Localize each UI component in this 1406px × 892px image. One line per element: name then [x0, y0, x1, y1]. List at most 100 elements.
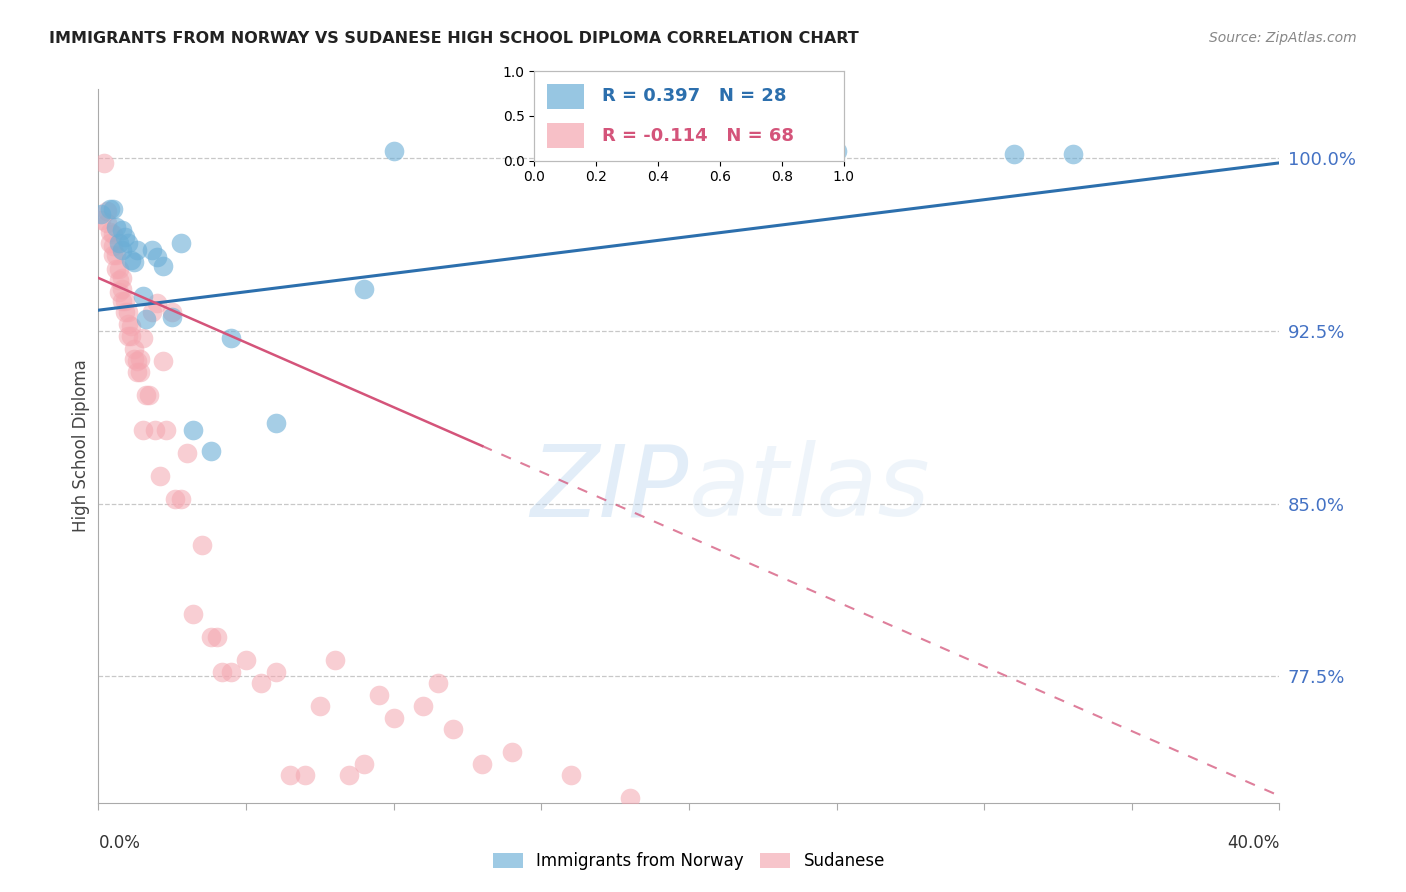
- Point: [132, 423, 155, 437]
- Point: [90, 213, 112, 227]
- Point: [146, 296, 169, 310]
- Point: [294, 768, 316, 782]
- Point: [128, 351, 150, 366]
- Text: R = -0.114   N = 68: R = -0.114 N = 68: [602, 127, 794, 145]
- Point: [108, 285, 131, 299]
- Point: [170, 491, 193, 506]
- Point: [105, 261, 128, 276]
- Point: [264, 416, 287, 430]
- Point: [339, 768, 360, 782]
- Point: [111, 271, 134, 285]
- Point: [108, 273, 131, 287]
- Point: [138, 388, 160, 402]
- Point: [111, 222, 134, 236]
- Point: [103, 202, 125, 216]
- Text: 0.0%: 0.0%: [98, 834, 141, 852]
- Point: [141, 305, 163, 319]
- Point: [114, 293, 136, 308]
- Point: [250, 676, 273, 690]
- Point: [143, 423, 166, 437]
- Point: [96, 204, 118, 219]
- Point: [427, 676, 450, 690]
- Point: [122, 255, 145, 269]
- Point: [125, 244, 148, 258]
- Point: [122, 343, 145, 357]
- Point: [162, 310, 183, 324]
- Point: [122, 351, 145, 366]
- Point: [152, 260, 174, 274]
- Point: [278, 768, 302, 782]
- Text: 40.0%: 40.0%: [1227, 834, 1279, 852]
- Point: [120, 252, 142, 267]
- Point: [114, 305, 136, 319]
- Point: [191, 538, 214, 552]
- Point: [353, 283, 375, 297]
- Legend: Immigrants from Norway, Sudanese: Immigrants from Norway, Sudanese: [486, 846, 891, 877]
- Point: [825, 145, 848, 159]
- Point: [117, 317, 139, 331]
- Point: [117, 305, 139, 319]
- Point: [149, 469, 172, 483]
- Point: [128, 365, 150, 379]
- Point: [1002, 146, 1025, 161]
- Point: [368, 688, 391, 702]
- Point: [309, 699, 332, 714]
- Text: R = 0.397   N = 28: R = 0.397 N = 28: [602, 87, 787, 105]
- Point: [471, 756, 494, 771]
- Point: [353, 756, 375, 771]
- Point: [98, 202, 121, 216]
- Point: [96, 216, 118, 230]
- Point: [111, 283, 134, 297]
- Point: [170, 236, 193, 251]
- Point: [382, 711, 405, 725]
- Point: [162, 305, 183, 319]
- Point: [93, 156, 115, 170]
- Point: [264, 665, 287, 679]
- Point: [103, 248, 125, 262]
- Point: [219, 331, 242, 345]
- Point: [135, 388, 157, 402]
- Point: [117, 328, 139, 343]
- Point: [117, 236, 139, 251]
- Point: [181, 423, 204, 437]
- Point: [125, 354, 148, 368]
- Point: [205, 630, 228, 644]
- Point: [98, 236, 121, 251]
- Point: [619, 791, 641, 805]
- Point: [152, 354, 174, 368]
- Point: [111, 293, 134, 308]
- Text: Source: ZipAtlas.com: Source: ZipAtlas.com: [1209, 31, 1357, 45]
- Bar: [547, 84, 583, 109]
- Point: [181, 607, 204, 621]
- Text: atlas: atlas: [689, 441, 931, 537]
- Point: [103, 238, 125, 252]
- Point: [235, 653, 257, 667]
- Point: [125, 365, 148, 379]
- Point: [132, 289, 155, 303]
- Point: [211, 665, 233, 679]
- Point: [120, 328, 142, 343]
- Point: [108, 261, 131, 276]
- Point: [114, 229, 136, 244]
- Point: [176, 446, 198, 460]
- Point: [200, 630, 222, 644]
- Text: IMMIGRANTS FROM NORWAY VS SUDANESE HIGH SCHOOL DIPLOMA CORRELATION CHART: IMMIGRANTS FROM NORWAY VS SUDANESE HIGH …: [49, 31, 859, 46]
- Point: [98, 225, 121, 239]
- Point: [108, 236, 131, 251]
- Point: [219, 665, 242, 679]
- Point: [111, 244, 134, 258]
- Point: [412, 699, 434, 714]
- Point: [165, 491, 187, 506]
- Point: [90, 206, 112, 220]
- Point: [105, 220, 128, 235]
- Point: [103, 227, 125, 242]
- Point: [146, 250, 169, 264]
- Bar: [547, 123, 583, 148]
- Point: [200, 443, 222, 458]
- Point: [560, 768, 582, 782]
- Y-axis label: High School Diploma: High School Diploma: [72, 359, 90, 533]
- Point: [141, 244, 163, 258]
- Point: [132, 331, 155, 345]
- Point: [441, 722, 464, 736]
- Point: [135, 312, 157, 326]
